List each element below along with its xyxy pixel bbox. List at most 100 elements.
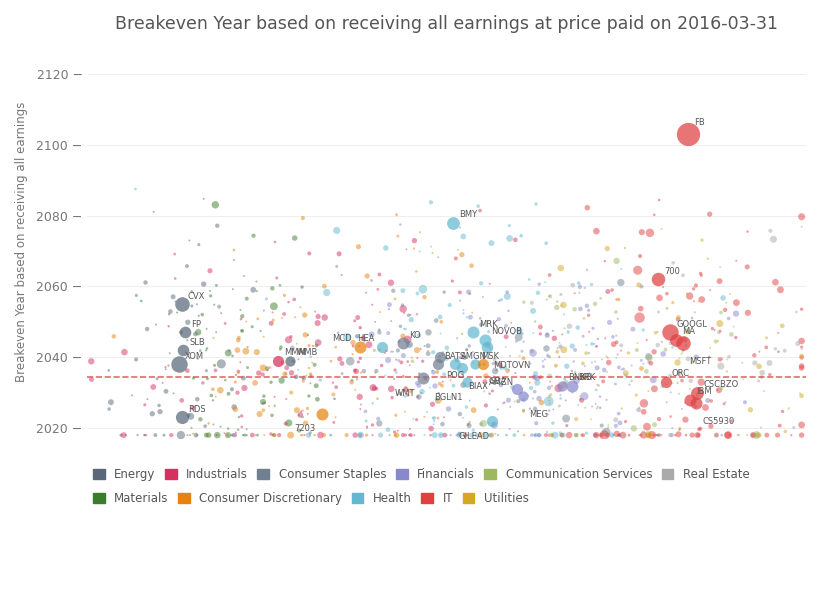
Point	[634, 251, 647, 261]
Point	[522, 391, 535, 401]
Point	[479, 430, 493, 440]
Point	[795, 351, 808, 361]
Point	[401, 335, 414, 344]
Point	[681, 289, 694, 298]
Point	[311, 394, 324, 404]
Point	[771, 430, 784, 440]
Point	[479, 335, 492, 344]
Point	[392, 356, 406, 365]
Point	[215, 359, 228, 368]
Point	[566, 341, 579, 351]
Point	[214, 308, 227, 318]
Point	[351, 331, 364, 341]
Point	[537, 362, 550, 371]
Point	[589, 430, 602, 440]
Point	[488, 371, 501, 381]
Point	[448, 359, 461, 369]
Point	[601, 287, 614, 296]
Point	[695, 295, 709, 304]
Point	[580, 203, 594, 212]
Point	[632, 280, 645, 290]
Point	[778, 346, 791, 356]
Point	[245, 430, 259, 440]
Point	[576, 430, 589, 440]
Point	[304, 379, 317, 388]
Point	[268, 392, 281, 401]
Point	[547, 404, 560, 414]
Point	[487, 359, 500, 368]
Point	[236, 311, 249, 321]
Point	[256, 363, 269, 373]
Point	[478, 359, 491, 369]
Point	[594, 430, 608, 440]
Point	[416, 374, 429, 383]
Point	[713, 319, 727, 328]
Point	[617, 364, 630, 374]
Point	[435, 317, 448, 326]
Point	[655, 337, 668, 347]
Point	[610, 429, 623, 439]
Text: MSFT: MSFT	[690, 357, 712, 366]
Point	[481, 316, 494, 326]
Point	[635, 281, 648, 291]
Point	[512, 326, 525, 335]
Point	[559, 395, 572, 405]
Point	[776, 407, 789, 416]
Point	[433, 312, 447, 322]
Point	[251, 430, 264, 440]
Point	[655, 382, 668, 391]
Point	[296, 374, 310, 383]
Point	[373, 328, 386, 337]
Point	[704, 396, 718, 406]
Point	[677, 271, 690, 280]
Point	[513, 351, 526, 361]
Point	[395, 358, 408, 367]
Point	[270, 273, 283, 283]
Point	[399, 325, 412, 334]
Point	[651, 275, 664, 284]
Point	[383, 300, 396, 310]
Point	[589, 430, 602, 440]
Point	[583, 368, 596, 378]
Point	[453, 430, 466, 440]
Point	[503, 351, 516, 361]
Point	[570, 376, 583, 385]
Point	[424, 383, 437, 392]
Point	[716, 354, 729, 364]
Point	[419, 374, 432, 383]
Point	[397, 304, 410, 314]
Point	[204, 291, 218, 301]
Point	[190, 430, 204, 440]
Point	[669, 430, 682, 440]
Point	[673, 353, 686, 363]
Point	[557, 310, 571, 319]
Point	[755, 368, 768, 377]
Point	[611, 314, 624, 323]
Point	[298, 430, 311, 440]
Point	[416, 284, 429, 294]
Point	[516, 391, 530, 401]
Point	[501, 292, 514, 301]
Point	[190, 394, 204, 404]
Point	[209, 328, 222, 337]
Point	[754, 423, 768, 433]
Point	[426, 413, 439, 423]
Point	[268, 430, 281, 440]
Point	[503, 402, 516, 412]
Point	[389, 430, 402, 440]
Point	[385, 316, 398, 326]
Point	[453, 223, 466, 232]
Point	[324, 356, 337, 366]
Point	[613, 418, 626, 428]
Point	[599, 427, 612, 437]
Point	[415, 388, 428, 398]
Point	[241, 430, 254, 440]
Point	[466, 358, 479, 368]
Point	[667, 258, 680, 268]
Point	[690, 388, 704, 397]
Point	[514, 362, 527, 371]
Point	[369, 366, 383, 376]
Point	[284, 356, 297, 365]
Point	[660, 304, 673, 313]
Point	[585, 402, 599, 412]
